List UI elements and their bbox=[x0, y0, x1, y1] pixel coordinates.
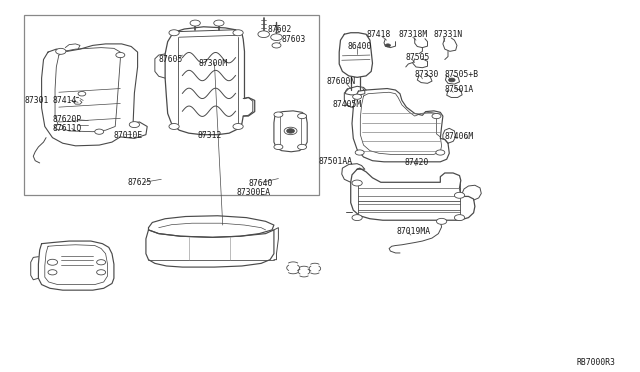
Text: 86400: 86400 bbox=[348, 42, 372, 51]
Text: 87300M: 87300M bbox=[198, 59, 228, 68]
Circle shape bbox=[298, 144, 307, 150]
Text: 87019MA: 87019MA bbox=[397, 227, 431, 236]
Text: 87505: 87505 bbox=[406, 53, 430, 62]
Circle shape bbox=[454, 215, 465, 221]
Text: 87640: 87640 bbox=[248, 179, 273, 187]
Text: 87501AA: 87501AA bbox=[319, 157, 353, 166]
Circle shape bbox=[233, 30, 243, 36]
Circle shape bbox=[436, 150, 445, 155]
Circle shape bbox=[352, 180, 362, 186]
Circle shape bbox=[233, 124, 243, 129]
Circle shape bbox=[271, 34, 282, 41]
Circle shape bbox=[190, 20, 200, 26]
Text: 87605: 87605 bbox=[159, 55, 183, 64]
Circle shape bbox=[78, 92, 86, 96]
Text: 87301: 87301 bbox=[24, 96, 49, 105]
Text: 87406M: 87406M bbox=[445, 132, 474, 141]
Text: 87625: 87625 bbox=[128, 178, 152, 187]
Text: 87611Q: 87611Q bbox=[52, 124, 82, 133]
Text: 87010E: 87010E bbox=[114, 131, 143, 140]
Circle shape bbox=[169, 30, 179, 36]
Circle shape bbox=[287, 129, 294, 133]
Text: 87620P: 87620P bbox=[52, 115, 82, 124]
Text: 87420: 87420 bbox=[404, 158, 429, 167]
Circle shape bbox=[169, 124, 179, 129]
Circle shape bbox=[274, 144, 283, 150]
Text: 87505+B: 87505+B bbox=[444, 70, 478, 79]
Bar bbox=[24, 15, 319, 195]
Circle shape bbox=[54, 125, 63, 130]
Text: 87405M: 87405M bbox=[333, 100, 362, 109]
Text: RB7000R3: RB7000R3 bbox=[577, 358, 616, 367]
Circle shape bbox=[95, 129, 104, 134]
Circle shape bbox=[436, 218, 447, 224]
Text: 87603: 87603 bbox=[282, 35, 306, 44]
Circle shape bbox=[48, 270, 57, 275]
Circle shape bbox=[385, 44, 390, 47]
Text: 87312: 87312 bbox=[197, 131, 221, 140]
Circle shape bbox=[258, 31, 269, 38]
Circle shape bbox=[352, 215, 362, 221]
Circle shape bbox=[116, 52, 125, 58]
Text: 87600N: 87600N bbox=[326, 77, 356, 86]
Circle shape bbox=[353, 94, 362, 99]
Text: 87414: 87414 bbox=[52, 96, 77, 105]
Circle shape bbox=[432, 113, 441, 119]
Circle shape bbox=[97, 260, 106, 265]
Circle shape bbox=[284, 127, 297, 135]
Circle shape bbox=[449, 78, 455, 82]
Text: 87300EA: 87300EA bbox=[237, 188, 271, 197]
Text: 87418: 87418 bbox=[366, 30, 390, 39]
Circle shape bbox=[454, 192, 465, 198]
Circle shape bbox=[56, 48, 66, 54]
Circle shape bbox=[129, 122, 140, 128]
Circle shape bbox=[214, 20, 224, 26]
Circle shape bbox=[47, 259, 58, 265]
Circle shape bbox=[298, 113, 307, 119]
Text: 87330: 87330 bbox=[415, 70, 439, 79]
Text: 87331N: 87331N bbox=[434, 30, 463, 39]
Text: 87602: 87602 bbox=[268, 25, 292, 34]
Circle shape bbox=[272, 43, 281, 48]
Text: 87318M: 87318M bbox=[398, 30, 428, 39]
Circle shape bbox=[97, 270, 106, 275]
Circle shape bbox=[274, 112, 283, 117]
Circle shape bbox=[355, 150, 364, 155]
Text: 87501A: 87501A bbox=[444, 85, 474, 94]
